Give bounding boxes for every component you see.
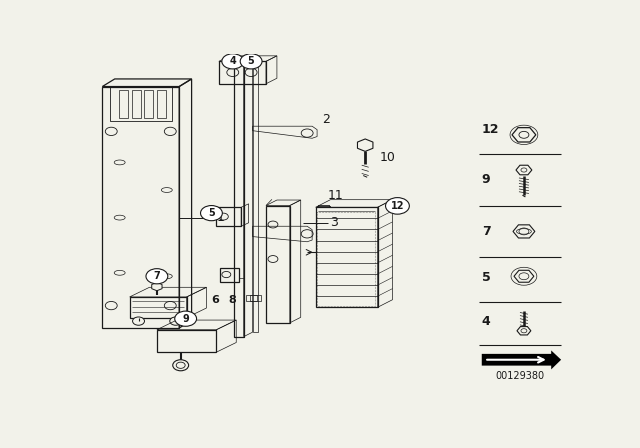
Text: 8: 8: [229, 295, 237, 306]
Text: 7: 7: [482, 225, 490, 238]
Circle shape: [385, 198, 410, 214]
Circle shape: [170, 317, 182, 325]
Text: 11: 11: [328, 189, 344, 202]
Text: 10: 10: [380, 151, 396, 164]
Text: 5: 5: [208, 208, 215, 218]
Text: 9: 9: [182, 314, 189, 324]
Polygon shape: [482, 350, 561, 370]
Text: 5: 5: [482, 271, 490, 284]
Circle shape: [200, 206, 222, 221]
Text: 7: 7: [154, 271, 160, 281]
Text: 9: 9: [482, 173, 490, 186]
Bar: [317, 212, 375, 306]
Text: 2: 2: [322, 113, 330, 126]
Circle shape: [222, 54, 244, 69]
Circle shape: [240, 54, 262, 69]
Text: 1: 1: [216, 211, 224, 224]
Text: 4: 4: [482, 314, 490, 327]
Text: 5: 5: [248, 56, 255, 66]
Circle shape: [146, 269, 168, 284]
Text: 12: 12: [482, 123, 499, 136]
Text: 12: 12: [390, 201, 404, 211]
Text: 6: 6: [211, 295, 220, 306]
Text: 4: 4: [229, 56, 236, 66]
Circle shape: [173, 360, 189, 371]
Text: 00129380: 00129380: [495, 371, 545, 381]
Text: 3: 3: [330, 216, 339, 229]
Circle shape: [132, 317, 145, 325]
Circle shape: [175, 311, 196, 326]
